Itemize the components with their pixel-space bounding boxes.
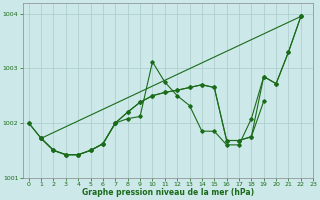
X-axis label: Graphe pression niveau de la mer (hPa): Graphe pression niveau de la mer (hPa) bbox=[82, 188, 254, 197]
